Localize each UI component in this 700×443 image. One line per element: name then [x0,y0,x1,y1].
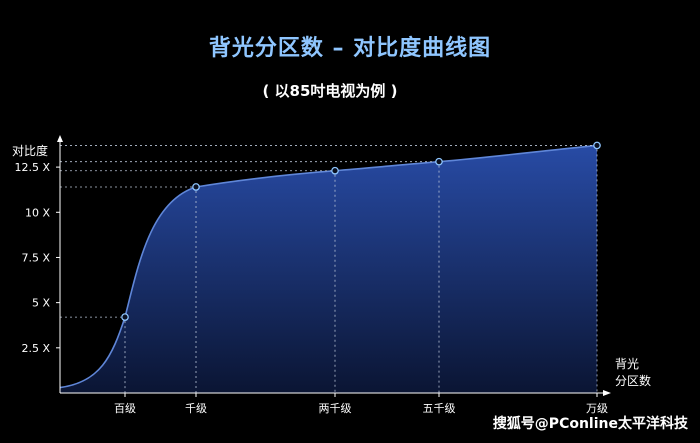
x-tick-label: 两千级 [319,402,352,415]
data-point [121,313,129,321]
y-tick-label: 2.5 X [21,342,50,355]
y-tick-label: 10 X [25,206,50,219]
data-point [331,166,339,175]
y-tick-label: 5 X [32,297,50,310]
y-axis-arrow [57,135,63,142]
x-tick-label: 百级 [114,402,136,415]
x-tick-label: 万级 [586,402,608,415]
chart-title: 背光分区数 – 对比度曲线图 [208,36,492,61]
data-point [435,157,443,166]
y-tick-label: 7.5 X [21,251,50,264]
curve-area-fill [60,145,597,393]
watermark: 搜狐号@PConline太平洋科技 [492,416,688,432]
y-tick-label: 12.5 X [14,161,50,174]
chart-subtitle: ( 以85吋电视为例 ) [262,82,398,100]
x-tick-label: 千级 [185,402,207,415]
x-axis-label: 背光分区数 [615,357,651,388]
data-point [593,141,601,150]
data-point [192,183,200,191]
x-tick-label: 五千级 [423,402,456,415]
y-axis-label: 对比度 [12,143,48,158]
x-axis-arrow [603,390,611,396]
